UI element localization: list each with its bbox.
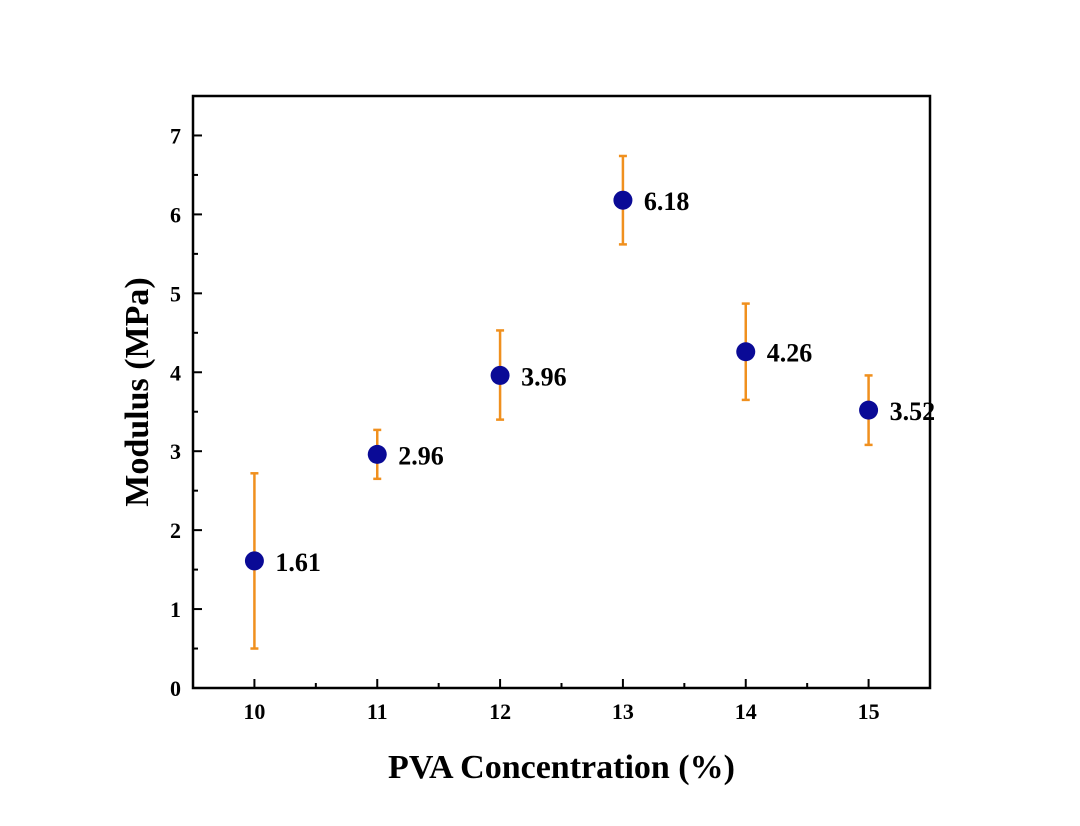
x-tick-label: 13	[612, 699, 634, 724]
y-tick-label: 7	[170, 123, 181, 148]
data-label: 3.96	[521, 362, 567, 391]
y-tick-label: 5	[170, 281, 181, 306]
data-label: 1.61	[275, 548, 321, 577]
plot-frame	[191, 94, 932, 690]
y-tick-label: 1	[170, 597, 181, 622]
y-tick-label: 3	[170, 439, 181, 464]
data-point	[244, 551, 264, 571]
x-tick-label: 14	[735, 699, 757, 724]
data-label: 3.52	[890, 397, 936, 426]
data-points	[244, 190, 879, 571]
x-axis-title: PVA Concentration (%)	[388, 749, 735, 786]
x-tick-label: 15	[858, 699, 880, 724]
data-point	[367, 444, 387, 464]
y-tick-label: 2	[170, 518, 181, 543]
data-label: 2.96	[398, 441, 444, 470]
data-label: 6.18	[644, 187, 690, 216]
y-tick-label: 6	[170, 202, 181, 227]
error-bars	[250, 154, 873, 650]
data-point	[859, 400, 879, 420]
x-tick-label: 10	[243, 699, 265, 724]
y-tick-label: 0	[170, 676, 181, 701]
data-labels: 1.61 2.96 3.96 6.18 4.26 3.52	[275, 187, 935, 577]
y-tick-label: 4	[170, 360, 181, 385]
x-tick-label: 11	[367, 699, 388, 724]
data-point	[736, 342, 756, 362]
data-label: 4.26	[767, 339, 813, 368]
x-tick-label: 12	[489, 699, 511, 724]
y-axis-title: Modulus (MPa)	[119, 277, 156, 507]
data-point	[613, 190, 633, 210]
data-point	[490, 365, 510, 385]
